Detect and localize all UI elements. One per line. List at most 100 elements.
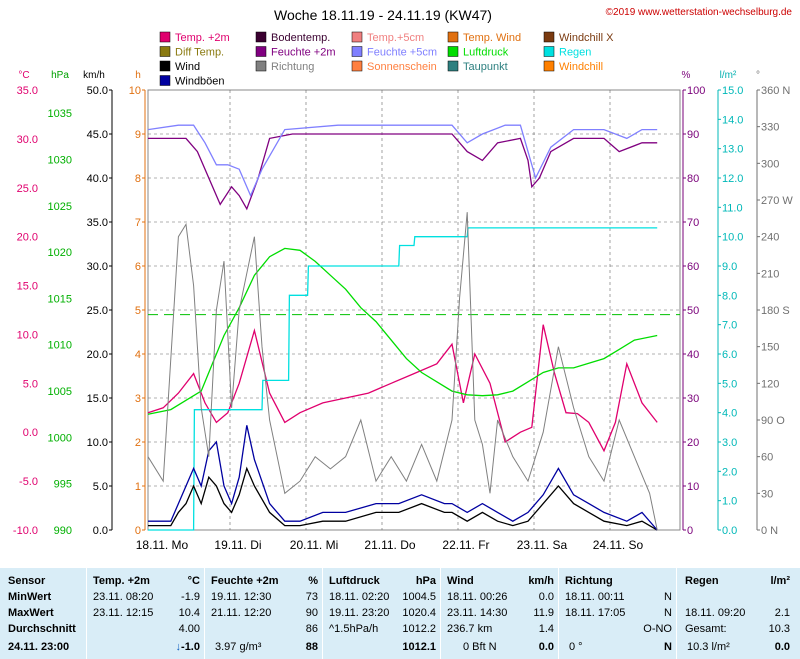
rain-tick-label: 2.0 [722, 466, 737, 478]
stats-col-wind: Wind km/h 18.11. 00:26 0.0 23.11. 14:30 11.… [441, 568, 558, 659]
legend-label: Bodentemp. [271, 32, 330, 44]
rain-tick-label: 5.0 [722, 378, 737, 390]
hours-tick-label: 0 [135, 525, 141, 537]
wind-tick-label: 20.0 [87, 349, 108, 361]
temp-tick-label: 10.0 [17, 329, 38, 341]
pressure-tick-label: 1025 [48, 201, 72, 213]
rain-tick-label: 10.0 [722, 232, 743, 244]
temp-tick-label: -10.0 [13, 525, 38, 537]
series-line [147, 124, 658, 198]
legend-swatch [159, 46, 171, 57]
rain-current-label: 10.3 l/m² [687, 641, 730, 653]
hours-tick-label: 5 [135, 305, 141, 317]
legend-swatch [159, 75, 171, 86]
temp-max-value: 10.4 [178, 607, 200, 619]
copyright: ©2019 www.wetterstation-wechselburg.de [606, 7, 793, 18]
temp-header: Temp. +2m [93, 575, 150, 587]
wind-max-value: 11.9 [533, 607, 554, 619]
direction-tick-label: 60 [761, 452, 773, 464]
humidity-tick-label: 80 [687, 173, 699, 185]
chart-title: Woche 18.11.19 - 24.11.19 (KW47) [274, 7, 492, 23]
pressure-avg-value: 1012.2 [402, 623, 436, 635]
direction-tick-label: 0 N [761, 525, 778, 537]
pressure-tick-label: 1010 [48, 340, 72, 352]
direction-max-time: 18.11. 17:05 [565, 607, 626, 619]
rain-max-time: 18.11. 09:20 [685, 607, 746, 619]
rain-tick-label: 14.0 [722, 114, 743, 126]
legend: Temp. +2m Bodentemp. Temp.+5cm Temp. Wind Wi… [159, 31, 614, 88]
pressure-tick-label: 990 [54, 525, 72, 537]
legend-swatch [159, 60, 171, 72]
hours-tick-label: 10 [129, 85, 141, 97]
wind-tick-label: 30.0 [87, 261, 108, 273]
temp-current-value: -1.0 [181, 641, 200, 653]
temp-tick-label: 5.0 [23, 378, 38, 390]
wind-current-value: 0.0 [538, 641, 554, 653]
hours-unit: h [135, 70, 141, 81]
wind-tick-label: 40.0 [87, 173, 108, 185]
humidity-header: Feuchte +2m [211, 575, 279, 587]
wind-tick-label: 10.0 [87, 437, 108, 449]
humidity-max-time: 21.11. 12:20 [211, 607, 272, 619]
hours-tick-label: 4 [135, 349, 141, 361]
hours-tick-label: 1 [135, 481, 141, 493]
legend-swatch [255, 31, 267, 43]
direction-tick-label: 30 [761, 488, 773, 500]
pressure-tick-label: 1000 [48, 432, 72, 444]
direction-tick-label: 180 S [761, 305, 790, 317]
direction-avg-value: O-NO [643, 623, 672, 635]
legend-label: Feuchte +5cm [367, 47, 437, 59]
pressure-current-value: 1012.1 [402, 641, 436, 653]
legend-label: Feuchte +2m [271, 47, 336, 59]
wind-max-time: 23.11. 14:30 [447, 607, 508, 619]
wind-tick-label: 0.0 [93, 525, 108, 537]
humidity-tick-label: 60 [687, 261, 699, 273]
humidity-min-time: 19.11. 12:30 [211, 591, 272, 603]
legend-swatch [255, 60, 267, 72]
humidity-tick-label: 30 [687, 393, 699, 405]
temp-tick-label: 30.0 [17, 134, 38, 146]
x-tick-label: 23.11. Sa [517, 538, 568, 552]
wind-tick-label: 35.0 [87, 217, 108, 229]
wind-unit: km/h [83, 70, 105, 81]
temp-min-time: 23.11. 08:20 [93, 591, 154, 603]
wind-min-time: 18.11. 00:26 [447, 591, 508, 603]
humidity-min-value: 73 [305, 591, 318, 603]
pressure-min-value: 1004.5 [402, 591, 436, 603]
stats-col-humidity: Feuchte +2m% 19.11. 12:30 73 21.11. 12:20… [205, 568, 322, 659]
temp-tick-label: 35.0 [17, 85, 38, 97]
legend-label: Temp.+5cm [367, 32, 424, 44]
temp-tick-label: 25.0 [17, 183, 38, 195]
legend-swatch [447, 46, 459, 57]
humidity-unit-stat: % [308, 575, 318, 587]
temp-tick-label: 0.0 [23, 427, 38, 439]
legend-label: Richtung [271, 61, 314, 73]
legend-swatch [351, 46, 363, 57]
rain-max-value: 2.1 [774, 607, 790, 619]
humidity-tick-label: 70 [687, 217, 699, 229]
hours-tick-label: 7 [135, 217, 141, 229]
direction-min-value: N [664, 591, 672, 603]
direction-degrees: 0 ° [569, 641, 583, 653]
legend-swatch [447, 60, 459, 72]
max-label: MaxWert [8, 607, 54, 619]
direction-max-value: N [664, 607, 672, 619]
legend-label: Taupunkt [463, 61, 508, 73]
pressure-trend: ^1.5hPa/h [329, 623, 379, 635]
humidity-tick-label: 0 [687, 525, 693, 537]
hours-tick-label: 8 [135, 173, 141, 185]
stats-col-pressure: Luftdruck hPa 18.11. 02:20 1004.5 19.11. 2… [323, 568, 440, 659]
legend-swatch [351, 60, 363, 72]
stats-col-direction: Richtung 18.11. 00:11 N 18.11. 17:05 N O-N… [559, 568, 676, 659]
series-line [148, 425, 658, 531]
rain-current-value: 0.0 [774, 641, 790, 653]
legend-swatch [543, 46, 555, 57]
pressure-tick-label: 1030 [48, 154, 72, 166]
trend-down-icon: ↓ [175, 641, 182, 653]
pressure-tick-label: 1005 [48, 386, 72, 398]
wind-tick-label: 45.0 [87, 129, 108, 141]
pressure-tick-label: 1035 [48, 108, 72, 120]
legend-swatch [255, 46, 267, 57]
rain-total-value: 10.3 [768, 623, 790, 635]
x-tick-label: 22.11. Fr [442, 538, 489, 552]
